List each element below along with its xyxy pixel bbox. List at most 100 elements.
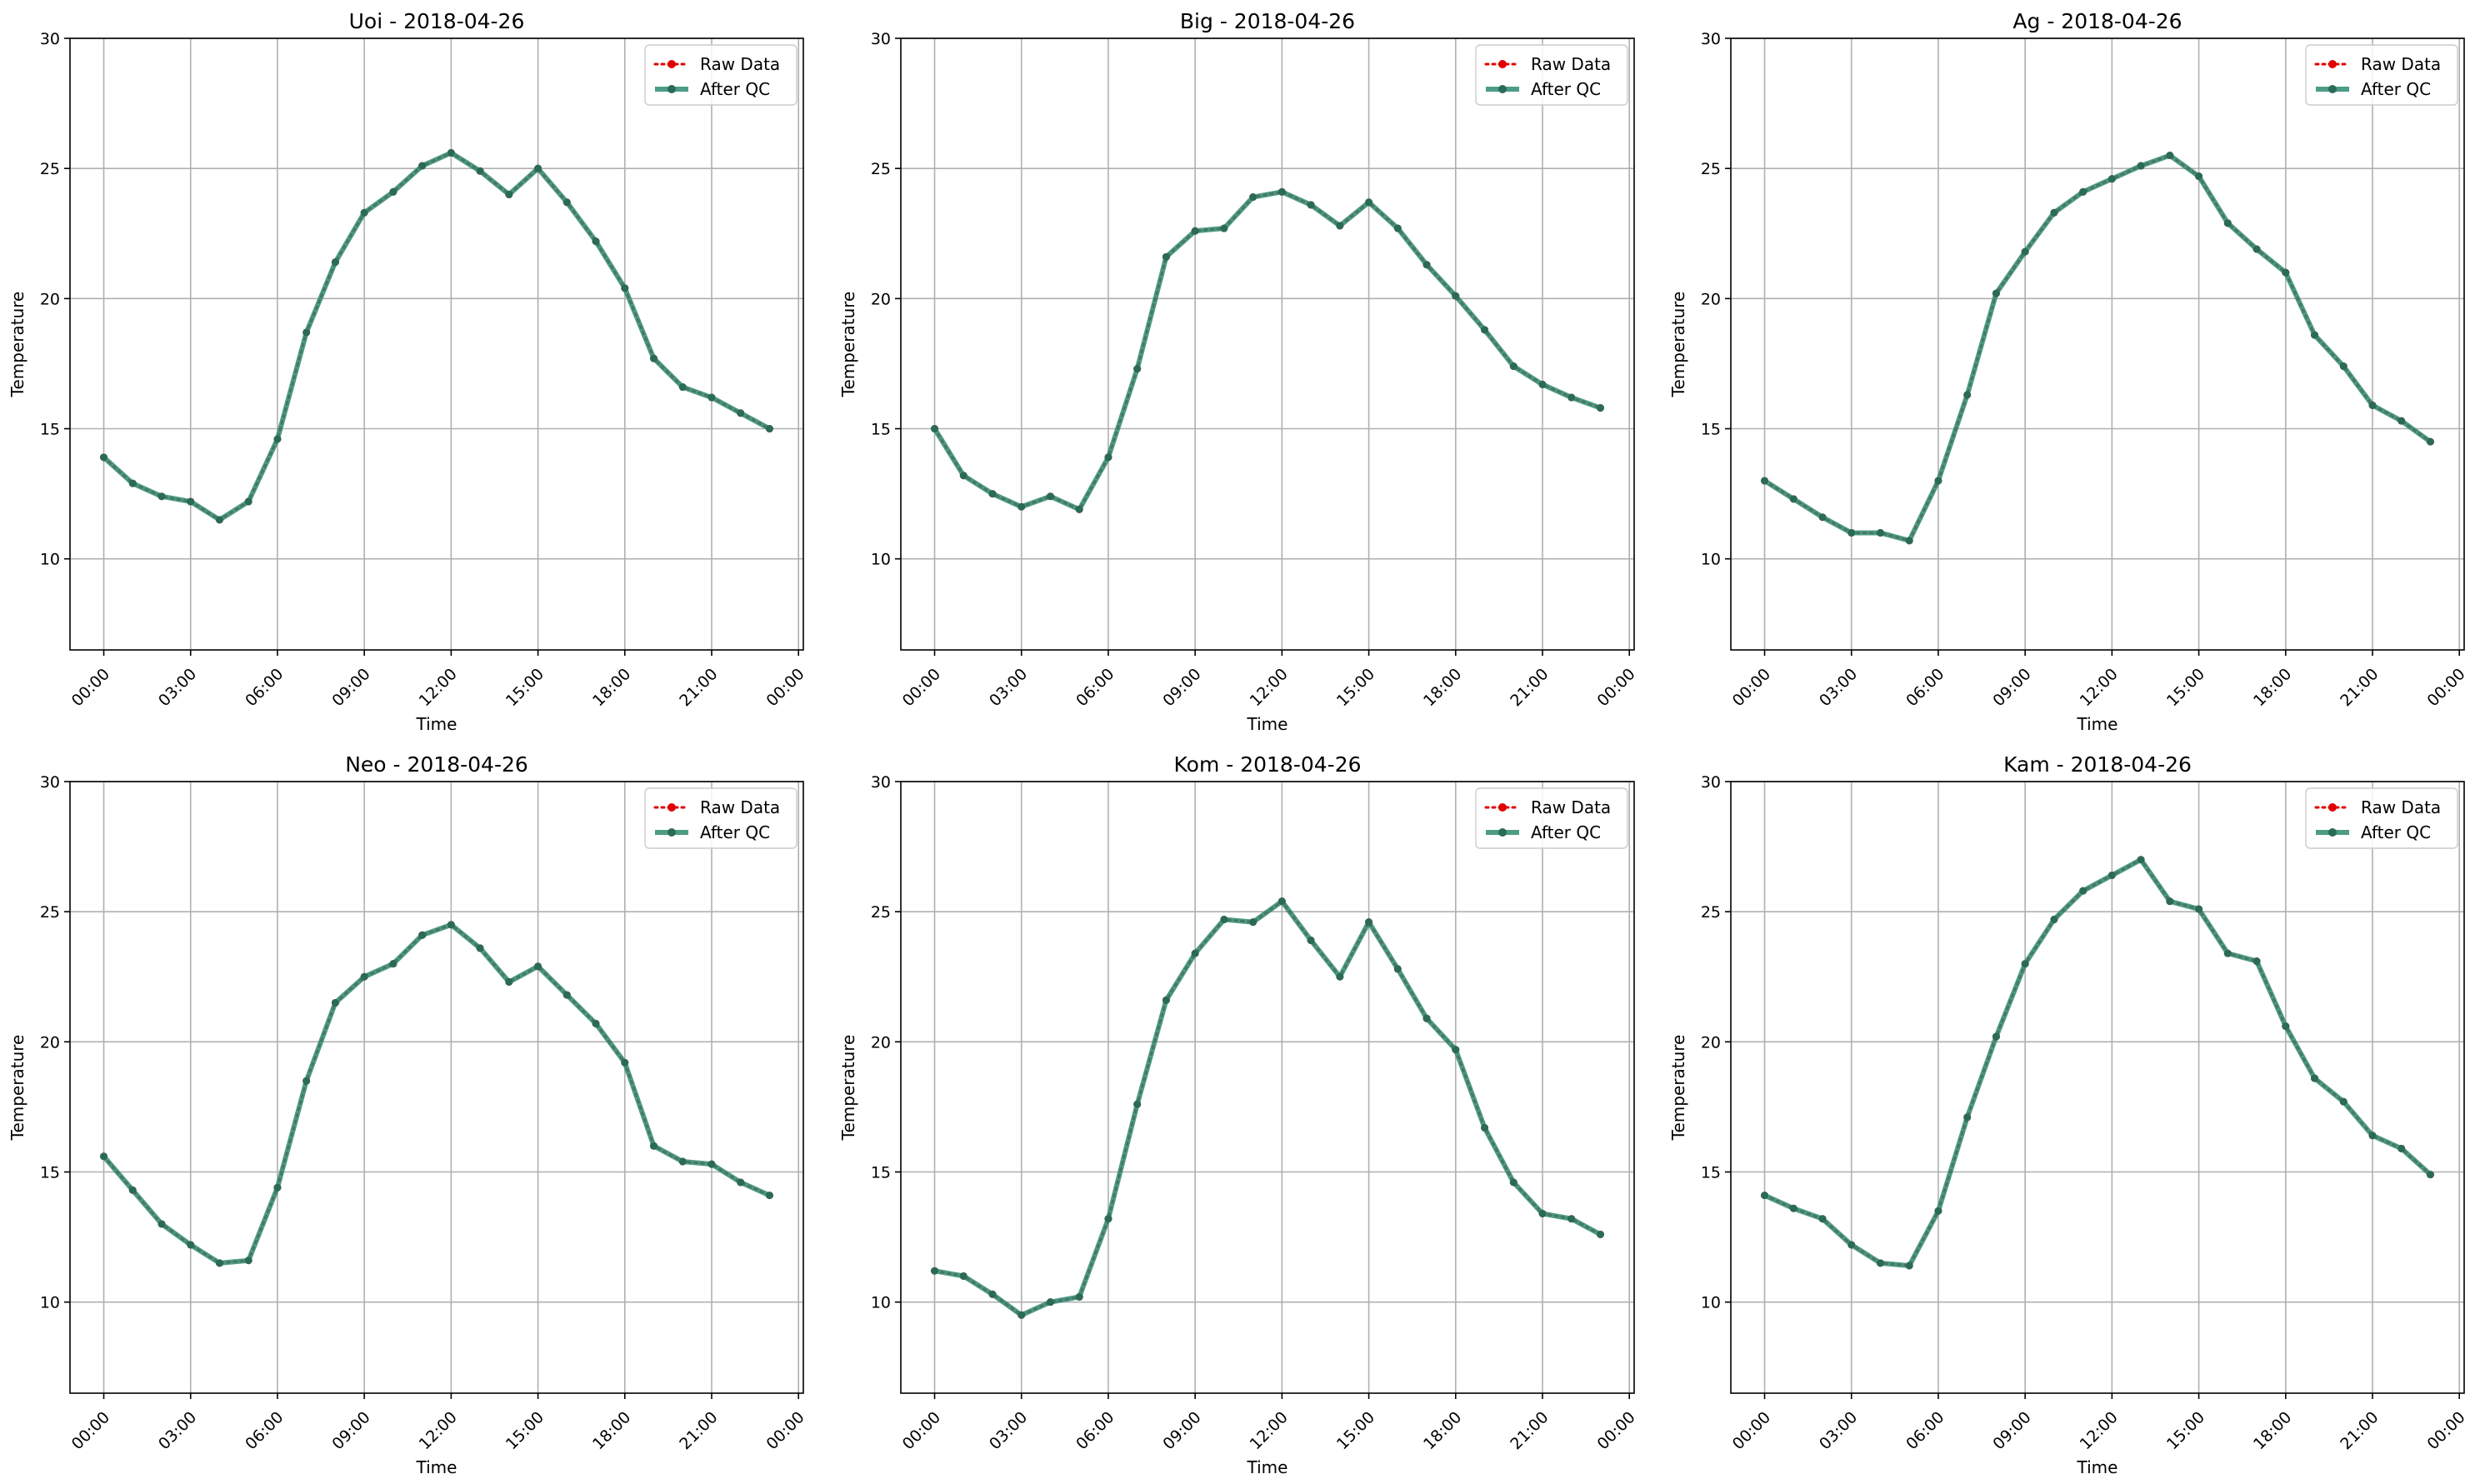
qc-data-point bbox=[447, 921, 455, 929]
qc-data-point bbox=[737, 409, 745, 417]
qc-data-point bbox=[1568, 1215, 1576, 1223]
x-tick-label: 00:00 bbox=[762, 665, 808, 710]
qc-data-point bbox=[2252, 957, 2261, 966]
x-tick-label: 18:00 bbox=[2250, 1408, 2295, 1453]
qc-data-point bbox=[1133, 1100, 1142, 1108]
series-qc-line bbox=[102, 922, 771, 1266]
qc-data-point bbox=[1104, 453, 1112, 462]
qc-data-point bbox=[1992, 289, 2000, 297]
qc-data-point bbox=[2050, 916, 2058, 924]
y-tick-label: 20 bbox=[40, 1033, 60, 1052]
qc-data-point bbox=[360, 208, 368, 217]
qc-data-point bbox=[1452, 292, 1460, 300]
qc-data-point bbox=[1046, 1298, 1054, 1307]
qc-data-point bbox=[1789, 1204, 1798, 1212]
x-tick-label: 12:00 bbox=[2077, 665, 2122, 710]
qc-data-point bbox=[988, 490, 997, 498]
qc-data-point bbox=[2195, 905, 2203, 913]
qc-data-point bbox=[1568, 393, 1576, 402]
x-tick-label: 03:00 bbox=[1816, 665, 1861, 710]
qc-data-point bbox=[100, 453, 108, 462]
qc-data-point bbox=[1220, 916, 1228, 924]
qc-data-point bbox=[1905, 1262, 1913, 1270]
x-tick-label: 06:00 bbox=[1902, 1408, 1948, 1453]
series-raw-line bbox=[933, 899, 1602, 1317]
legend: Raw Data After QC bbox=[2305, 44, 2458, 106]
x-tick-label: 21:00 bbox=[676, 665, 721, 710]
qc-data-point bbox=[273, 435, 282, 443]
x-tick-label: 06:00 bbox=[242, 665, 287, 710]
x-tick-label: 00:00 bbox=[1729, 665, 1774, 710]
y-axis-label: Temperature bbox=[838, 292, 858, 398]
legend-qc-marker bbox=[668, 85, 676, 93]
x-tick-label: 03:00 bbox=[986, 665, 1031, 710]
qc-data-point bbox=[1191, 227, 1199, 235]
x-tick-label: 18:00 bbox=[589, 665, 634, 710]
qc-data-point bbox=[959, 1272, 968, 1280]
legend-raw-label: Raw Data bbox=[1531, 797, 1611, 817]
chart-panel: 10 15 20 25 30 00:00 03:00 06:00 09:00 12:00 15:00… bbox=[8, 752, 808, 1477]
qc-data-point bbox=[1336, 222, 1344, 230]
qc-data-point bbox=[1249, 193, 1258, 202]
x-tick-label: 18:00 bbox=[1420, 665, 1465, 710]
qc-data-point bbox=[931, 425, 939, 433]
legend: Raw Data After QC bbox=[1475, 44, 1628, 106]
chart-panel: 10 15 20 25 30 00:00 03:00 06:00 09:00 12:00 15:00… bbox=[838, 9, 1639, 734]
chart-panel: 10 15 20 25 30 00:00 03:00 06:00 09:00 12:00 15:00… bbox=[1668, 9, 2469, 734]
legend-raw-marker bbox=[1498, 60, 1507, 68]
x-axis-label: Time bbox=[1247, 714, 1288, 734]
qc-data-point bbox=[650, 1142, 658, 1150]
y-tick-label: 15 bbox=[871, 421, 891, 439]
qc-data-point bbox=[592, 1019, 600, 1027]
qc-data-point bbox=[592, 237, 600, 246]
x-tick-label: 03:00 bbox=[1816, 1408, 1861, 1453]
qc-data-point bbox=[1818, 513, 1827, 522]
qc-data-point bbox=[931, 1267, 939, 1275]
qc-data-point bbox=[476, 167, 484, 175]
qc-data-point bbox=[331, 258, 339, 267]
legend-raw-label: Raw Data bbox=[1531, 54, 1611, 74]
qc-data-point bbox=[128, 479, 137, 487]
y-tick-label: 25 bbox=[871, 903, 891, 922]
y-tick-label: 10 bbox=[1701, 1294, 1721, 1312]
x-tick-label: 00:00 bbox=[1593, 665, 1638, 710]
y-tick-label: 20 bbox=[871, 290, 891, 308]
y-tick-label: 25 bbox=[1701, 903, 1721, 922]
x-tick-label: 00:00 bbox=[2423, 1408, 2468, 1453]
qc-data-point bbox=[2079, 887, 2088, 895]
y-axis-label: Temperature bbox=[8, 1035, 28, 1142]
x-tick-label: 00:00 bbox=[1729, 1408, 1774, 1453]
x-tick-label: 15:00 bbox=[2163, 665, 2208, 710]
chart-panel: 10 15 20 25 30 00:00 03:00 06:00 09:00 12:00 15:00… bbox=[8, 9, 808, 734]
qc-data-point bbox=[418, 162, 427, 170]
y-tick-label: 30 bbox=[871, 773, 891, 792]
qc-data-point bbox=[2398, 1144, 2406, 1152]
x-tick-label: 15:00 bbox=[502, 665, 548, 710]
qc-data-point bbox=[1018, 502, 1026, 511]
qc-data-point bbox=[1365, 918, 1373, 927]
qc-data-point bbox=[1422, 261, 1431, 269]
y-tick-label: 25 bbox=[40, 160, 60, 178]
qc-data-point bbox=[1848, 528, 1856, 537]
qc-data-point bbox=[2195, 172, 2203, 181]
qc-data-point bbox=[2166, 152, 2174, 160]
qc-data-point bbox=[1162, 252, 1170, 261]
qc-data-point bbox=[2339, 362, 2348, 371]
qc-data-point bbox=[1876, 1259, 1884, 1267]
legend-raw-label: Raw Data bbox=[2361, 54, 2441, 74]
series-raw-line bbox=[102, 923, 771, 1265]
qc-data-point bbox=[244, 1257, 252, 1265]
qc-data-point bbox=[650, 354, 658, 362]
qc-data-point bbox=[562, 991, 571, 999]
qc-data-point bbox=[215, 1259, 223, 1267]
chart-title: Neo - 2018-04-26 bbox=[345, 752, 528, 777]
qc-data-point bbox=[2311, 1074, 2319, 1082]
qc-data-point bbox=[1018, 1311, 1026, 1319]
x-tick-label: 21:00 bbox=[2337, 665, 2382, 710]
qc-data-point bbox=[2282, 1022, 2290, 1031]
qc-data-point bbox=[678, 1157, 687, 1166]
qc-data-point bbox=[389, 187, 398, 196]
series-raw-line bbox=[102, 151, 771, 522]
x-tick-label: 09:00 bbox=[1989, 1408, 2034, 1453]
legend-qc-label: After QC bbox=[2361, 822, 2431, 842]
